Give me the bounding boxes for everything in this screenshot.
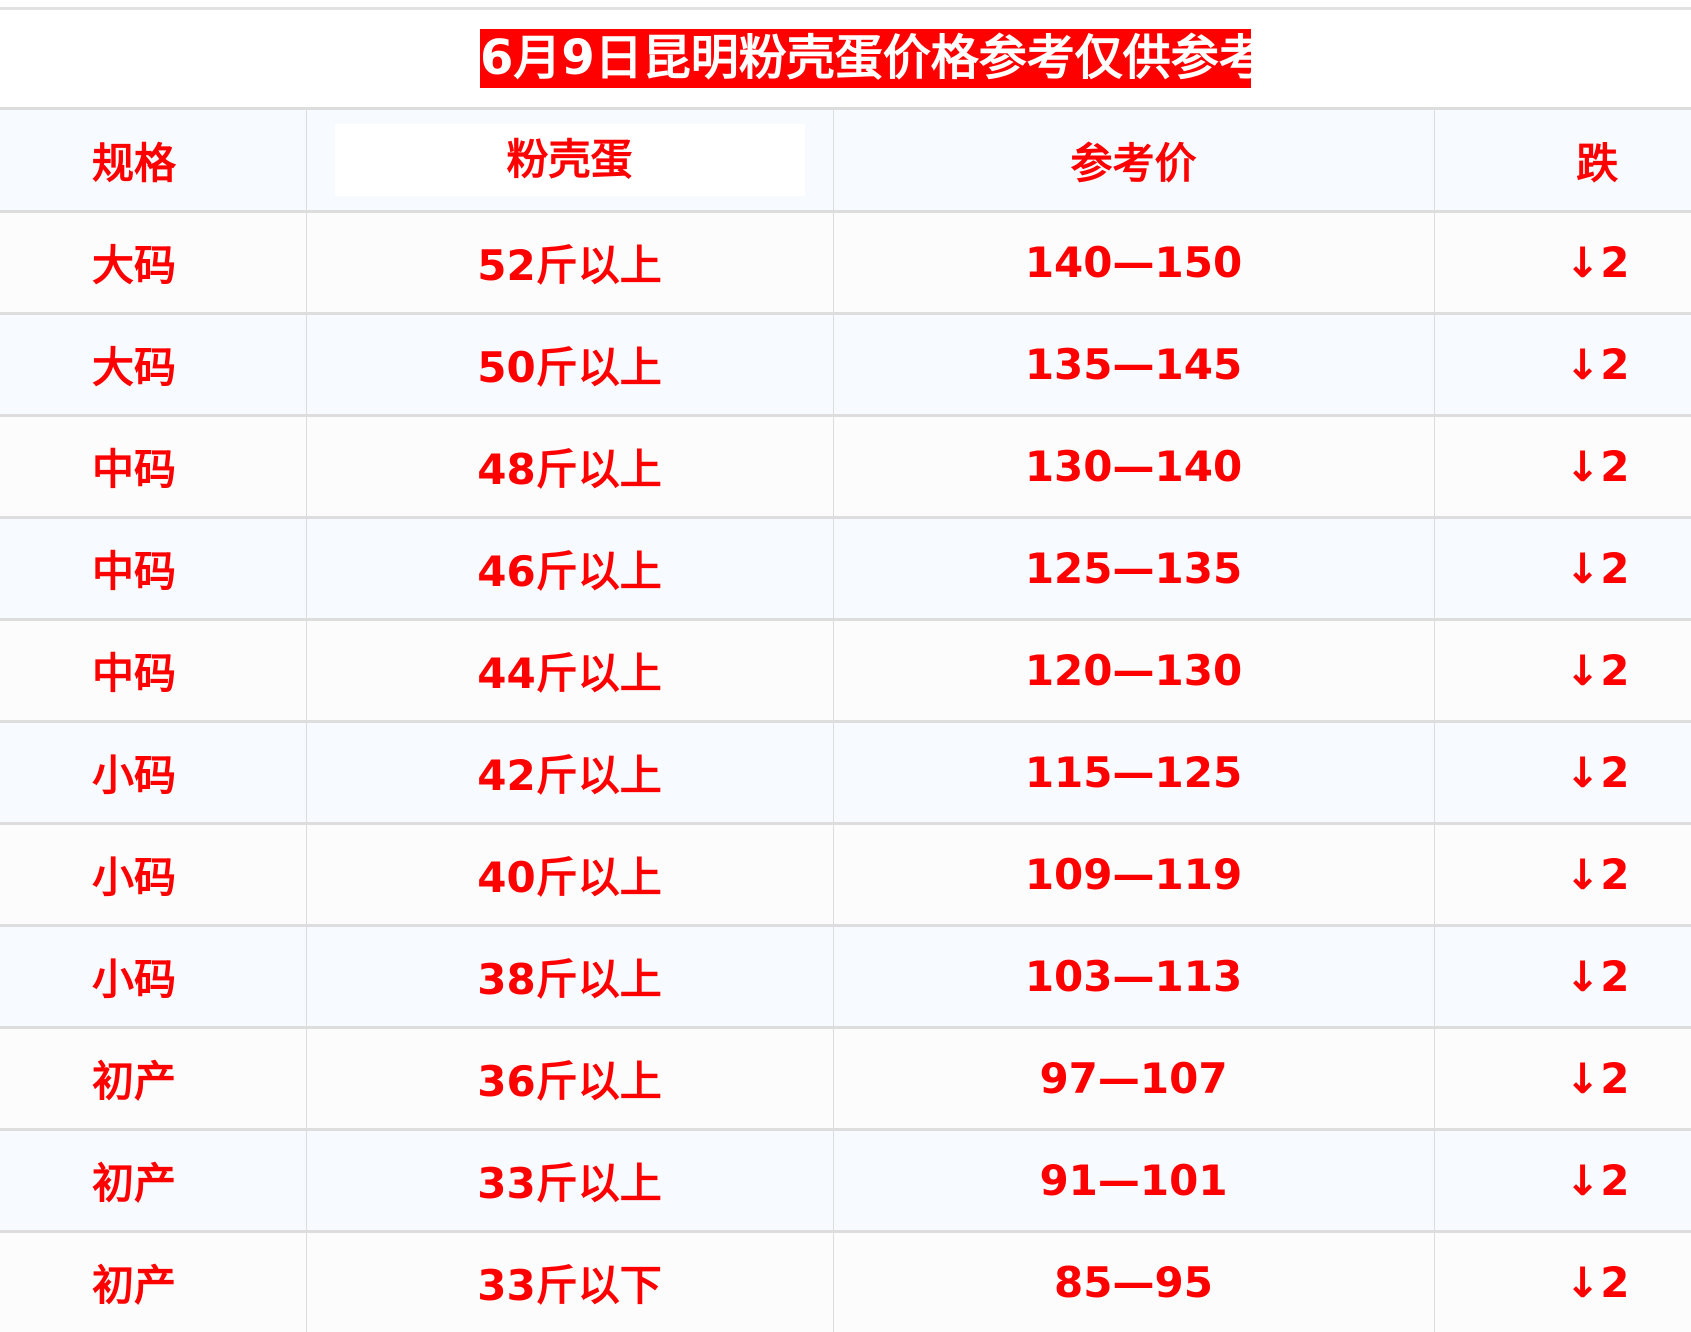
- header-label: 跌: [1576, 139, 1618, 188]
- weight-cell: 44斤以上: [306, 620, 833, 722]
- change-cell: ↓2: [1434, 1232, 1691, 1332]
- spec-cell: 小码: [0, 926, 306, 1028]
- page-title: 6月9日昆明粉壳蛋价格参考仅供参考: [480, 29, 1251, 88]
- table-header-row: 规格 粉壳蛋 参考价 跌: [0, 109, 1691, 212]
- change-cell: ↓2: [1434, 212, 1691, 314]
- spec-cell: 中码: [0, 416, 306, 518]
- change-cell: ↓2: [1434, 1130, 1691, 1232]
- weight-cell: 33斤以上: [306, 1130, 833, 1232]
- price-cell: 135—145: [833, 314, 1434, 416]
- weight-cell: 46斤以上: [306, 518, 833, 620]
- price-cell: 125—135: [833, 518, 1434, 620]
- header-spec: 规格: [0, 109, 306, 212]
- change-cell: ↓2: [1434, 824, 1691, 926]
- header-change: 跌: [1434, 109, 1691, 212]
- change-cell: ↓2: [1434, 620, 1691, 722]
- spec-cell: 初产: [0, 1232, 306, 1332]
- divider: [0, 7, 1691, 10]
- price-cell: 130—140: [833, 416, 1434, 518]
- change-cell: ↓2: [1434, 926, 1691, 1028]
- spec-cell: 小码: [0, 722, 306, 824]
- weight-cell: 33斤以下: [306, 1232, 833, 1332]
- spec-cell: 中码: [0, 620, 306, 722]
- change-cell: ↓2: [1434, 416, 1691, 518]
- weight-cell: 52斤以上: [306, 212, 833, 314]
- price-cell: 97—107: [833, 1028, 1434, 1130]
- weight-cell: 40斤以上: [306, 824, 833, 926]
- spec-cell: 大码: [0, 314, 306, 416]
- spec-cell: 初产: [0, 1028, 306, 1130]
- price-cell: 120—130: [833, 620, 1434, 722]
- price-cell: 140—150: [833, 212, 1434, 314]
- header-price: 参考价: [833, 109, 1434, 212]
- weight-cell: 36斤以上: [306, 1028, 833, 1130]
- spec-cell: 小码: [0, 824, 306, 926]
- spec-cell: 初产: [0, 1130, 306, 1232]
- weight-cell: 42斤以上: [306, 722, 833, 824]
- header-egg: 粉壳蛋: [306, 109, 833, 212]
- weight-cell: 38斤以上: [306, 926, 833, 1028]
- change-cell: ↓2: [1434, 314, 1691, 416]
- price-cell: 109—119: [833, 824, 1434, 926]
- price-cell: 103—113: [833, 926, 1434, 1028]
- price-cell: 85—95: [833, 1232, 1434, 1332]
- change-cell: ↓2: [1434, 722, 1691, 824]
- price-cell: 115—125: [833, 722, 1434, 824]
- spec-cell: 大码: [0, 212, 306, 314]
- spec-cell: 中码: [0, 518, 306, 620]
- weight-cell: 48斤以上: [306, 416, 833, 518]
- header-label: 规格: [92, 139, 176, 188]
- header-label: 参考价: [1070, 139, 1196, 188]
- change-cell: ↓2: [1434, 518, 1691, 620]
- change-cell: ↓2: [1434, 1028, 1691, 1130]
- weight-cell: 50斤以上: [306, 314, 833, 416]
- price-cell: 91—101: [833, 1130, 1434, 1232]
- header-label: 粉壳蛋: [335, 124, 805, 196]
